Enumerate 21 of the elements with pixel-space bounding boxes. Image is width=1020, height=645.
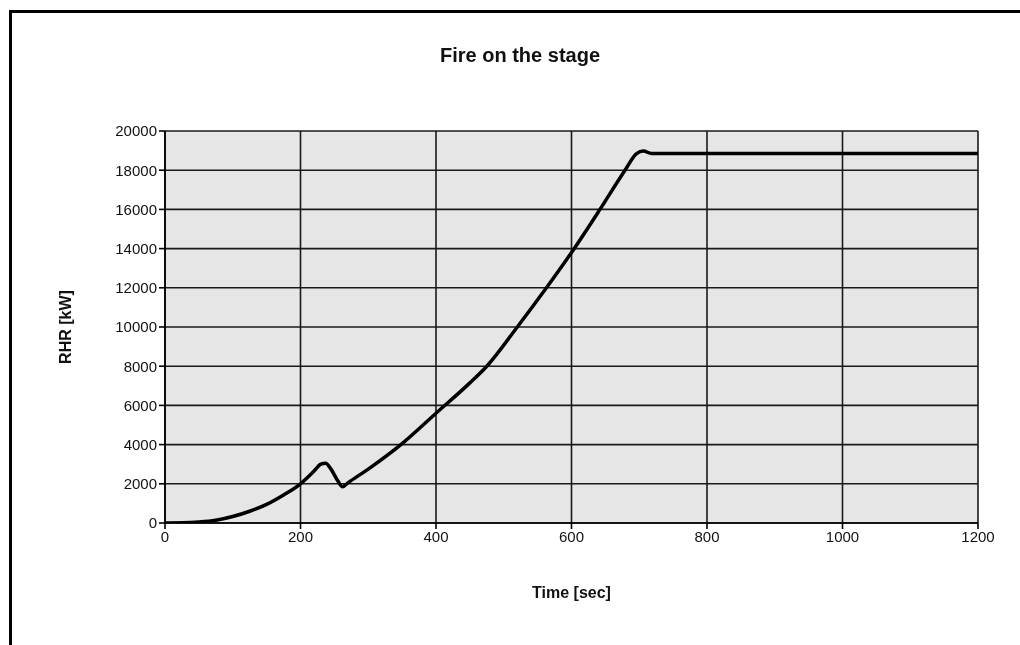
- y-tick-label: 14000: [115, 239, 157, 257]
- y-tick-label: 18000: [115, 161, 157, 179]
- y-tick-label: 12000: [115, 279, 157, 297]
- y-tick-label: 8000: [123, 357, 157, 375]
- x-tick-label: 1200: [961, 527, 995, 545]
- x-tick-label: 600: [558, 527, 585, 545]
- y-tick-label: 4000: [123, 435, 157, 453]
- y-tick-label: 2000: [123, 475, 157, 493]
- chart-title: Fire on the stage: [439, 44, 601, 67]
- x-tick-label: 1000: [825, 527, 860, 545]
- y-tick-label: 6000: [123, 396, 157, 414]
- x-tick-label: 400: [423, 527, 449, 545]
- x-tick-label: 800: [694, 527, 720, 545]
- y-tick-label: 10000: [115, 318, 157, 336]
- y-tick-label: 16000: [115, 200, 157, 218]
- y-axis-title: RHR [kW]: [56, 290, 74, 364]
- y-tick-label: 0: [148, 514, 157, 532]
- x-tick-label: 0: [160, 527, 170, 545]
- y-tick-label: 20000: [115, 122, 157, 140]
- x-axis-title: Time [sec]: [532, 583, 611, 601]
- x-tick-label: 200: [287, 527, 314, 545]
